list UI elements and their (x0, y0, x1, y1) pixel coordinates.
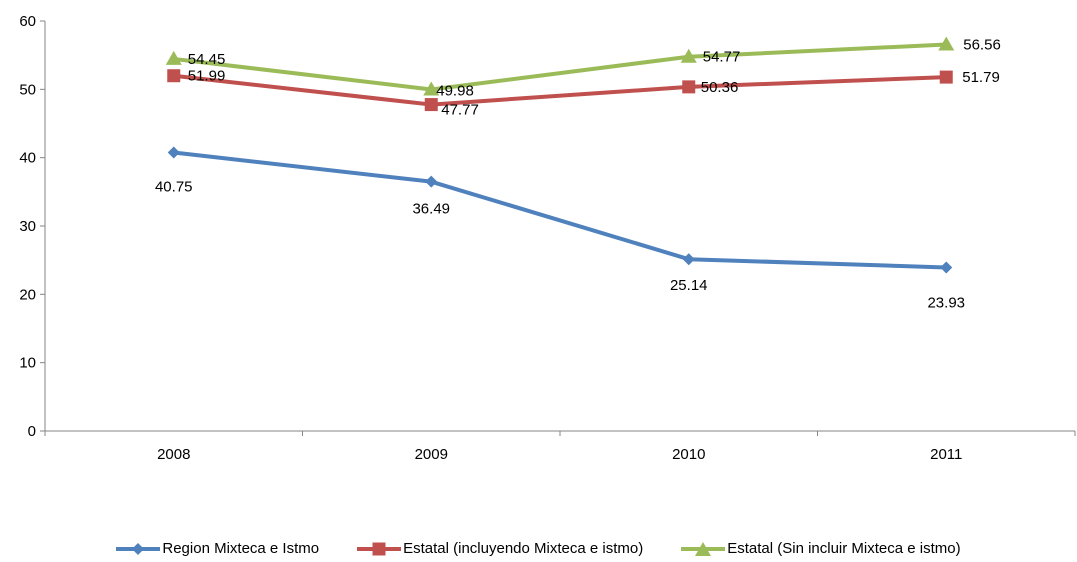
legend-swatch (681, 541, 726, 556)
legend-marker (681, 541, 726, 556)
data-label: 23.93 (927, 294, 965, 311)
data-point (682, 80, 696, 94)
legend-item: Estatal (incluyendo Mixteca e istmo) (357, 540, 643, 557)
legend-marker (116, 542, 161, 555)
y-tick-label: 0 (28, 423, 36, 440)
series-line (173, 150, 947, 270)
series-1 (167, 146, 953, 274)
series-line (173, 73, 947, 107)
data-label: 49.98 (436, 82, 474, 99)
data-label: 36.49 (412, 201, 450, 218)
data-point (680, 48, 697, 63)
data-labels: 40.75 36.49 25.14 23.93 51.99 47.77 50.36 51.79… (155, 37, 1001, 312)
legend-label: Region Mixteca e Istmo (162, 540, 320, 557)
data-point (167, 69, 181, 83)
data-label: 51.99 (188, 68, 226, 85)
legend-marker-shape (695, 541, 712, 556)
x-tick-label: 2010 (672, 446, 705, 463)
data-label: 51.79 (962, 69, 1000, 86)
y-tick-label: 40 (19, 150, 36, 167)
data-label: 54.77 (703, 49, 741, 66)
legend-marker-shape (372, 542, 386, 555)
legend-marker-shape (132, 542, 145, 555)
legend-marker (357, 542, 402, 555)
y-tick-label: 50 (19, 81, 36, 98)
data-label: 25.14 (670, 277, 708, 294)
legend-swatch (357, 542, 402, 556)
data-point (939, 70, 953, 84)
data-point (167, 146, 180, 159)
data-point (940, 261, 953, 274)
legend-label: Estatal (incluyendo Mixteca e istmo) (403, 540, 644, 557)
legend-item: Region Mixteca e Istmo (116, 540, 319, 557)
axes: 0 10 20 30 40 50 60 2008 2009 2010 2011 (19, 13, 1076, 463)
legend-label: Estatal (Sin incluir Mixteca e istmo) (727, 540, 961, 557)
data-point (938, 36, 955, 51)
data-label: 56.56 (963, 37, 1001, 54)
y-tick-label: 20 (19, 286, 36, 303)
y-tick-label: 60 (19, 13, 36, 30)
data-point (423, 81, 440, 96)
data-label: 50.36 (701, 79, 739, 96)
data-label: 54.45 (188, 51, 226, 68)
data-point (424, 98, 438, 112)
y-tick-label: 10 (19, 355, 36, 372)
data-label: 47.77 (441, 102, 479, 119)
data-point (682, 253, 695, 266)
x-tick-label: 2008 (157, 446, 190, 463)
legend: Region Mixteca e Istmo Estatal (incluyend… (0, 540, 1077, 557)
legend-swatch (116, 542, 161, 556)
data-point (165, 50, 182, 65)
x-tick-label: 2011 (930, 446, 962, 463)
data-point (425, 175, 438, 188)
legend-item: Estatal (Sin incluir Mixteca e istmo) (681, 540, 961, 557)
series-2 (167, 69, 953, 112)
series-line (173, 42, 947, 92)
series-layer (165, 36, 955, 274)
data-label: 40.75 (155, 179, 193, 196)
y-tick-label: 30 (19, 218, 36, 235)
series-3 (165, 36, 955, 96)
x-tick-label: 2009 (415, 446, 448, 463)
